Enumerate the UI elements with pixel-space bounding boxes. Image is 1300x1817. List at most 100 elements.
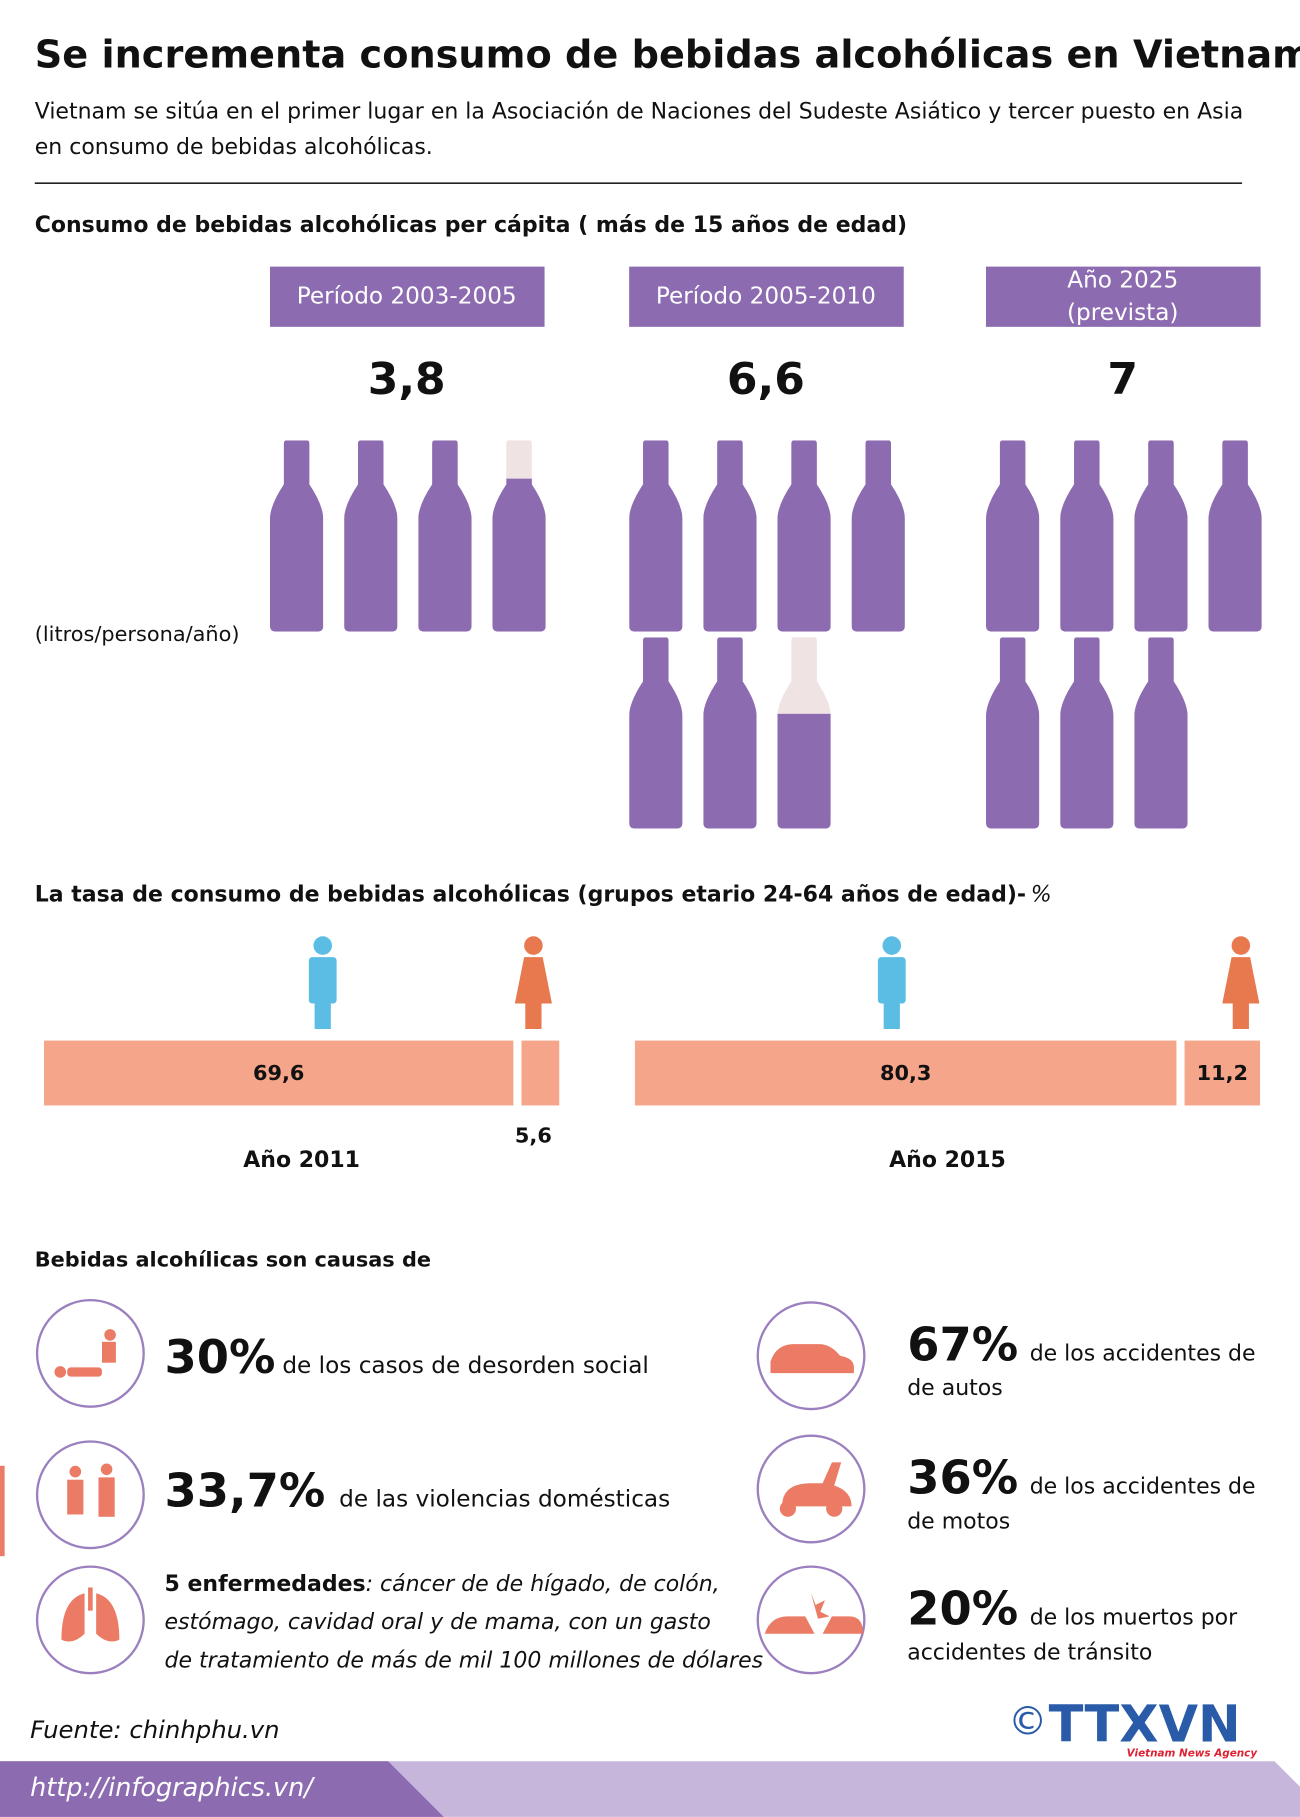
logo-subtitle: Vietnam News Agency <box>1127 1748 1259 1760</box>
male-bar <box>44 1040 514 1106</box>
cause-stat: estómago, cavidad oral y de mama, con un… <box>165 1610 711 1635</box>
bottle-fill <box>344 440 398 632</box>
bottle <box>986 637 1040 829</box>
year-label: Año 2011 <box>243 1148 360 1173</box>
copyright: © <box>1008 1699 1047 1745</box>
bottle-fill <box>269 440 324 632</box>
bottle-fill <box>1060 637 1114 829</box>
unit-label: (litros/persona/año) <box>35 622 240 646</box>
period-box <box>269 266 545 327</box>
bottle <box>986 440 1040 632</box>
cause-stat: 36% de los accidentes de <box>907 1451 1255 1505</box>
bottle <box>851 440 905 632</box>
bottle-fill <box>1134 637 1188 829</box>
cause-icons <box>35 1298 866 1675</box>
legs <box>1232 1001 1249 1029</box>
cause-value: 67% <box>907 1317 1018 1371</box>
footer-band <box>0 1761 444 1817</box>
bottle <box>418 440 472 632</box>
head <box>313 936 332 955</box>
cause-stat: de tratamiento de más de mil 100 millone… <box>165 1648 764 1673</box>
cause-stat: 30% de los casos de desorden social <box>165 1330 649 1384</box>
bottle-fill <box>1060 440 1114 632</box>
bottle <box>1134 637 1188 829</box>
female-bar <box>521 1040 560 1106</box>
bottle-fill <box>418 440 472 632</box>
head <box>1231 936 1251 955</box>
legs <box>314 1001 331 1029</box>
cause-stat: 67% de los accidentes de <box>907 1317 1255 1371</box>
subtitle: Vietnam se sitúa en el primer lugar en l… <box>35 99 1243 124</box>
bottle <box>492 440 546 632</box>
head <box>882 936 902 955</box>
bottle-fill <box>986 440 1040 632</box>
body <box>514 957 552 1004</box>
year-label: Año 2015 <box>889 1148 1006 1173</box>
bottle-fill <box>777 440 831 632</box>
bar-label: 5,6 <box>515 1124 552 1148</box>
section-heading: La tasa de consumo de bebidas alcohólica… <box>35 883 1052 908</box>
bottle <box>1060 637 1114 829</box>
head <box>524 936 543 955</box>
cause-stat: 5 enfermedades: cáncer de de hígado, de … <box>165 1572 720 1597</box>
bottle-fill <box>492 478 546 632</box>
section-heading: Consumo de bebidas alcohólicas per cápit… <box>35 213 907 238</box>
url: http://infographics.vn/ <box>30 1773 315 1803</box>
cause-text: de los accidentes de <box>1030 1475 1256 1500</box>
bottle <box>629 637 683 829</box>
cause-stat: 20% de los muertos por <box>907 1582 1238 1636</box>
cause-text: de los accidentes de <box>1030 1341 1256 1366</box>
female-bar <box>1184 1040 1261 1106</box>
bar-label: 11,2 <box>1197 1061 1248 1085</box>
bottle-fill <box>703 637 757 829</box>
period-box <box>986 266 1261 327</box>
male-icon <box>877 936 906 1029</box>
body <box>877 957 906 1004</box>
period-box <box>629 266 904 327</box>
bottle <box>703 440 757 632</box>
source: Fuente: chinhphu.vn <box>30 1715 279 1744</box>
female-icon <box>514 936 552 1029</box>
bottle-fill <box>1208 440 1262 632</box>
bar-label: 80,3 <box>880 1061 931 1085</box>
period-label: (prevista) <box>1067 299 1179 326</box>
subtitle: en consumo de bebidas alcohólicas. <box>35 135 433 160</box>
cause-stat: 33,7% de las violencias domésticas <box>165 1463 671 1517</box>
bottle <box>777 440 831 632</box>
legs <box>525 1001 542 1029</box>
bottle <box>703 637 757 829</box>
section-heading: Bebidas alcohílicas son causas de <box>35 1248 431 1272</box>
period-label: Año 2025 <box>1067 266 1178 293</box>
cause-text: de los muertos por <box>1030 1606 1238 1631</box>
bottle <box>269 440 324 632</box>
cause-text: accidentes de tránsito <box>907 1640 1152 1665</box>
female-icon <box>1222 936 1260 1029</box>
bottle-fill <box>986 637 1040 829</box>
cause-glyphs <box>54 1329 864 1642</box>
bottle-fill <box>703 440 757 632</box>
cause-value: 36% <box>907 1451 1018 1505</box>
bottle <box>344 440 398 632</box>
period-label: Período 2005-2010 <box>656 283 876 310</box>
bottle <box>1208 440 1262 632</box>
bottle <box>1060 440 1114 632</box>
legs <box>883 1001 900 1029</box>
bottle <box>1134 440 1188 632</box>
bottle-fill <box>1134 440 1188 632</box>
bottle <box>777 637 831 829</box>
period-value: 6,6 <box>727 354 805 405</box>
bottle <box>629 440 683 632</box>
body <box>1222 957 1260 1004</box>
bar-label: 69,6 <box>253 1061 304 1085</box>
bottle-fill <box>777 713 831 829</box>
period-label: Período 2003-2005 <box>297 283 517 310</box>
male-bar <box>634 1040 1177 1106</box>
male-icon <box>308 936 337 1029</box>
period-value: 7 <box>1107 354 1138 405</box>
logo: TTXVN <box>1049 1696 1241 1755</box>
cause-text: de motos <box>907 1509 1010 1534</box>
bottle-fill <box>851 440 905 632</box>
period-value: 3,8 <box>368 354 446 405</box>
cause-value: 20% <box>907 1582 1018 1636</box>
body <box>308 957 337 1004</box>
